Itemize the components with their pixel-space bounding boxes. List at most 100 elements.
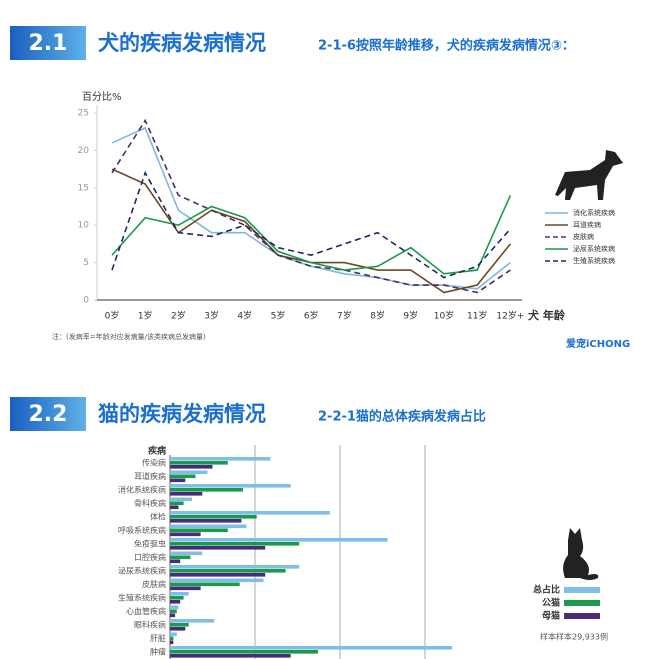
section-title: 猫的疾病发病情况	[98, 402, 266, 426]
sample-note: 样本样本29,933例	[540, 632, 608, 642]
bar	[170, 538, 388, 542]
bar	[170, 627, 186, 631]
bar	[170, 519, 242, 523]
bar	[170, 605, 179, 610]
x-tick-label: 11岁	[467, 310, 487, 322]
bar	[170, 565, 300, 569]
bar	[170, 592, 189, 596]
legend-label: 泌尿系统疾病	[573, 244, 615, 253]
bar	[170, 511, 330, 515]
bar	[170, 492, 203, 496]
y-tick-label: 5	[83, 258, 89, 268]
legend-label: 公猫	[542, 597, 560, 609]
bar	[170, 457, 271, 461]
bar	[170, 559, 181, 564]
y-axis-label: 疾病	[148, 445, 166, 457]
brand: 爱宠iCHONG	[566, 337, 630, 350]
y-tick-label: 口腔疾病	[134, 552, 166, 562]
y-tick-label: 消化系统疾病	[118, 485, 166, 495]
x-tick-label: 12岁+	[496, 310, 524, 322]
bar	[170, 488, 244, 492]
line-series	[111, 118, 511, 294]
bar	[170, 551, 203, 556]
bar	[170, 586, 201, 591]
y-tick-label: 体检	[150, 512, 166, 522]
legend-label: 母猫	[542, 610, 560, 622]
y-tick-label: 骨科疾病	[134, 498, 166, 508]
y-tick-label: 耳道疾病	[134, 471, 166, 481]
bar	[170, 532, 201, 537]
legend-label: 消化系统疾病	[573, 208, 615, 217]
x-tick-label: 3岁	[204, 310, 219, 322]
bar	[170, 600, 181, 604]
y-tick-label: 免疫驱虫	[134, 539, 166, 549]
bar	[170, 555, 191, 560]
y-tick-label: 眼科疾病	[134, 620, 166, 630]
bar	[170, 497, 193, 502]
x-tick-label: 8岁	[370, 310, 385, 322]
x-tick-label: 6岁	[304, 310, 319, 322]
y-tick-label: 肝脏	[150, 633, 166, 643]
y-tick-label: 生殖系统疾病	[118, 593, 166, 603]
section-badge	[10, 397, 86, 431]
section-number: 2.2	[29, 402, 68, 427]
x-tick-label: 1岁	[138, 310, 153, 322]
bar	[170, 478, 186, 483]
legend-swatch	[564, 613, 600, 619]
x-tick-label: 9岁	[403, 310, 418, 322]
section-subtitle: 2-1-6按照年龄推移，犬的疾病发病情况③：	[318, 38, 575, 54]
bar	[170, 632, 177, 637]
cat-icon	[563, 528, 599, 580]
bar	[170, 640, 174, 645]
y-tick-label: 25	[78, 109, 89, 119]
bar	[170, 573, 266, 577]
section-title: 犬的疾病发病情况	[98, 31, 266, 55]
bar	[170, 528, 228, 533]
bar	[170, 646, 453, 650]
y-tick-label: 肿瘤	[150, 647, 166, 657]
bar	[170, 524, 247, 529]
x-tick-label: 4岁	[237, 310, 252, 322]
bar	[170, 619, 215, 623]
bar	[170, 613, 176, 618]
line-series	[111, 170, 511, 279]
legend-swatch	[564, 587, 600, 593]
y-axis-label: 百分比%	[82, 91, 122, 103]
x-tick-label: 0岁	[105, 310, 120, 322]
bar	[170, 465, 213, 469]
legend-label: 生殖系统疾病	[573, 256, 615, 265]
y-tick-label: 皮肤病	[142, 579, 166, 589]
bar	[170, 596, 184, 600]
dog-icon	[555, 150, 623, 200]
legend-label: 皮肤病	[573, 232, 594, 241]
bar	[170, 654, 291, 658]
bar	[170, 546, 266, 550]
section-number: 2.1	[29, 31, 68, 56]
bar	[170, 505, 179, 510]
bar	[170, 636, 174, 641]
bar	[170, 484, 291, 488]
y-tick-label: 15	[78, 183, 89, 193]
y-tick-label: 20	[78, 146, 90, 156]
y-tick-label: 心血管疾病	[126, 606, 166, 616]
x-tick-label: 2岁	[171, 310, 186, 322]
note: 注：(发病率=年龄对应发病量/该类疾病总发病量)	[52, 332, 206, 341]
bar	[170, 474, 196, 479]
y-tick-label: 0	[83, 296, 89, 306]
legend-label: 总占比	[533, 584, 560, 596]
legend-swatch	[564, 600, 600, 606]
bar	[170, 569, 286, 573]
x-axis-label: 犬 年龄	[528, 308, 566, 322]
y-tick-label: 呼吸系统疾病	[118, 525, 166, 535]
line-series	[111, 126, 511, 290]
bar	[170, 470, 208, 475]
x-tick-label: 7岁	[337, 310, 352, 322]
bar	[170, 542, 300, 546]
y-tick-label: 传染病	[142, 458, 166, 468]
bar	[170, 650, 318, 654]
line-series	[111, 194, 512, 275]
bar	[170, 515, 257, 519]
section-subtitle: 2-2-1猫的总体疾病发病占比	[318, 409, 486, 425]
bar	[170, 578, 264, 583]
